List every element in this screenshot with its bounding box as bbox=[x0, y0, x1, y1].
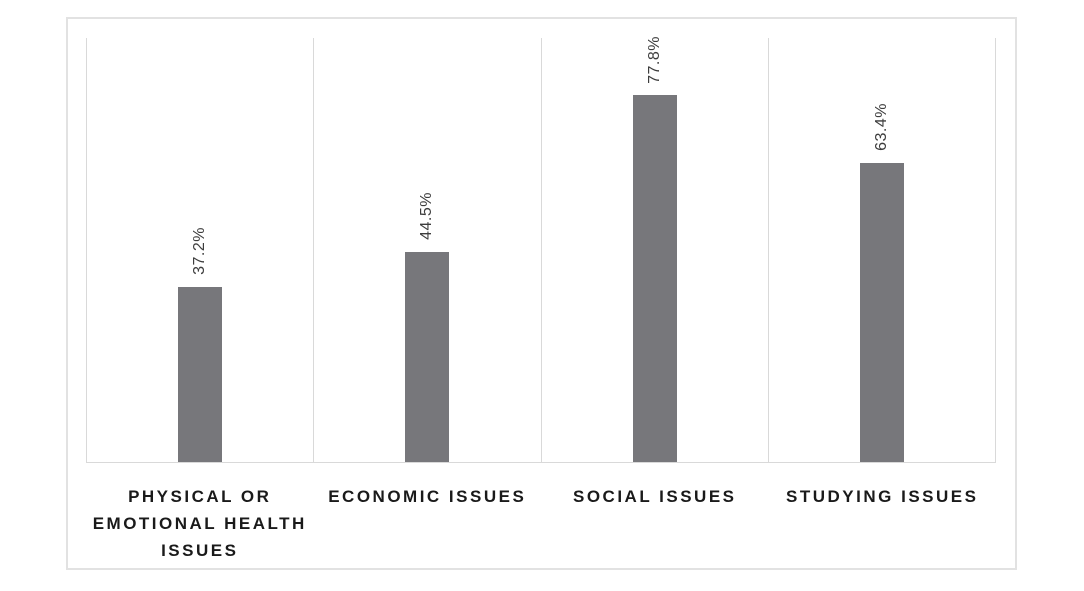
bar-data-label: 77.8% bbox=[645, 35, 663, 84]
bar bbox=[178, 286, 223, 462]
bar-data-label: 44.5% bbox=[418, 192, 436, 241]
category-slot: 37.2% bbox=[87, 38, 315, 462]
plot-area: 37.2% 44.5% 77.8% 63.4% bbox=[86, 35, 996, 463]
category-label: STUDYING ISSUES bbox=[769, 483, 997, 564]
category-slot: 77.8% bbox=[542, 35, 769, 462]
category-label: PHYSICAL OR EMOTIONAL HEALTH ISSUES bbox=[86, 483, 314, 564]
x-axis-labels: PHYSICAL OR EMOTIONAL HEALTH ISSUES ECONO… bbox=[86, 463, 996, 564]
category-label-text: STUDYING ISSUES bbox=[786, 487, 979, 506]
category-slot: 63.4% bbox=[769, 38, 995, 462]
category-label: SOCIAL ISSUES bbox=[541, 483, 769, 564]
bar bbox=[632, 95, 677, 462]
category-label-text: SOCIAL ISSUES bbox=[573, 487, 737, 506]
bar-chart: 37.2% 44.5% 77.8% 63.4% PHYSICAL OR EMOTION… bbox=[66, 17, 1017, 570]
bar bbox=[859, 163, 904, 462]
bar-data-label: 63.4% bbox=[872, 103, 890, 152]
bar-data-label: 37.2% bbox=[191, 226, 209, 275]
category-label: ECONOMIC ISSUES bbox=[314, 483, 542, 564]
bar bbox=[405, 252, 450, 462]
category-slot: 44.5% bbox=[314, 38, 542, 462]
category-label-text: ECONOMIC ISSUES bbox=[328, 487, 527, 506]
category-label-text: PHYSICAL OR EMOTIONAL HEALTH ISSUES bbox=[92, 487, 307, 560]
